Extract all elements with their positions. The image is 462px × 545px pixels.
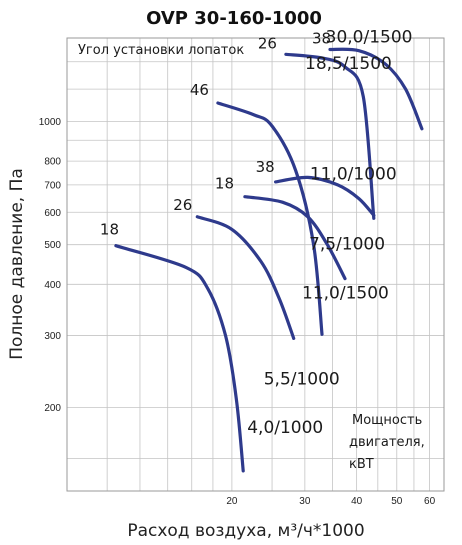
series-label-1: 5,5/1000 bbox=[264, 369, 340, 389]
series-curve-1 bbox=[195, 215, 296, 340]
series-curve-0 bbox=[114, 244, 245, 473]
series-label-4: 11,0/1500 bbox=[302, 283, 389, 303]
y-tick-label: 200 bbox=[44, 403, 61, 414]
series-label-6: 30,0/1500 bbox=[326, 27, 413, 47]
x-axis-ticks: 20 30 40 50 60 bbox=[226, 496, 435, 507]
plot-frame bbox=[66, 37, 445, 492]
motor-power-caption-1: Мощность bbox=[352, 413, 422, 428]
series-label-2: 7,5/1000 bbox=[309, 235, 385, 255]
series-labels: 4,0/1000 5,5/1000 7,5/1000 11,0/1000 11,0/15… bbox=[247, 27, 412, 438]
series-label-5: 18,5/1500 bbox=[305, 54, 392, 74]
angle-label-0: 18 bbox=[100, 221, 119, 239]
y-tick-label: 700 bbox=[44, 180, 61, 191]
x-tick-label: 20 bbox=[226, 496, 238, 507]
motor-power-caption-3: кВТ bbox=[349, 457, 374, 472]
series-label-0: 4,0/1000 bbox=[247, 418, 323, 438]
y-axis-label: Полное давление, Па bbox=[7, 168, 27, 360]
x-tick-label: 30 bbox=[299, 496, 311, 507]
y-tick-label: 300 bbox=[44, 331, 61, 342]
series-curve-4 bbox=[216, 101, 324, 336]
angle-label-6: 38 bbox=[312, 29, 331, 47]
y-axis-ticks: 200 300 400 500 600 700 800 1000 bbox=[39, 117, 62, 414]
y-tick-label: 400 bbox=[44, 280, 61, 291]
y-tick-label: 800 bbox=[44, 157, 61, 168]
angle-label-2: 18 bbox=[215, 175, 234, 193]
y-tick-label: 600 bbox=[44, 208, 61, 219]
x-tick-label: 40 bbox=[351, 496, 363, 507]
angle-label-4: 46 bbox=[190, 81, 209, 99]
angle-label-3: 38 bbox=[256, 158, 275, 176]
x-tick-label: 60 bbox=[424, 496, 436, 507]
series-label-3: 11,0/1000 bbox=[310, 164, 397, 184]
series-curve-5 bbox=[284, 52, 376, 220]
grid bbox=[67, 38, 444, 491]
chart-title: OVP 30-160-1000 bbox=[146, 8, 322, 29]
series-curves bbox=[114, 47, 424, 473]
series-curve-6 bbox=[328, 47, 424, 131]
x-axis-label: Расход воздуха, м³/ч*1000 bbox=[127, 521, 364, 541]
x-tick-label: 50 bbox=[391, 496, 403, 507]
blade-angle-labels: 18 26 18 38 46 26 38 bbox=[100, 29, 331, 238]
blade-angle-caption: Угол установки лопаток bbox=[78, 43, 244, 58]
angle-label-1: 26 bbox=[173, 196, 192, 214]
angle-label-5: 26 bbox=[258, 34, 277, 52]
y-tick-label: 1000 bbox=[39, 117, 62, 128]
motor-power-caption-2: двигателя, bbox=[349, 435, 425, 450]
y-tick-label: 500 bbox=[44, 240, 61, 251]
